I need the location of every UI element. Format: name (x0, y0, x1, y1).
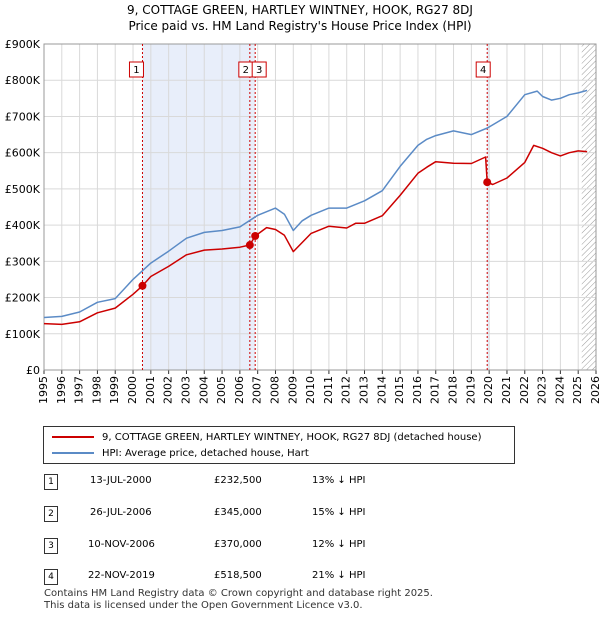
sale-hpi-diff: 21% ↓ HPI (312, 570, 366, 581)
sale-price: £370,000 (214, 539, 262, 550)
sale-number: 3 (44, 538, 58, 554)
y-tick-label: £0 (26, 364, 40, 377)
sale-label-frame (475, 61, 491, 78)
sale-price: £345,000 (214, 507, 262, 518)
sale-point (245, 241, 254, 250)
x-tick-label: 2004 (197, 376, 210, 404)
y-tick-label: £700K (5, 110, 41, 123)
legend-label-hpi: HPI: Average price, detached house, Hart (102, 447, 309, 459)
y-tick-label: £400K (5, 219, 41, 232)
legend-item-hpi: HPI: Average price, detached house, Hart (52, 446, 309, 460)
sale-row: 1 13-JUL-2000 £232,500 13% ↓ HPI (0, 474, 600, 494)
chart-subtitle: Price paid vs. HM Land Registry's House … (128, 19, 472, 33)
sale-hpi-diff: 15% ↓ HPI (312, 507, 366, 518)
x-tick-label: 2016 (411, 376, 424, 404)
sale-number: 4 (44, 569, 58, 585)
sale-label-number: 1 (133, 65, 139, 76)
x-tick-label: 2022 (518, 376, 531, 404)
x-tick-label: 2015 (393, 376, 406, 404)
x-tick-label: 2011 (322, 376, 335, 404)
plot-frame (43, 43, 597, 371)
sale-point (251, 231, 260, 240)
x-tick-label: 1995 (37, 376, 50, 404)
sale-price: £232,500 (214, 475, 262, 486)
ownership-shade (487, 44, 489, 370)
sale-label-frame (128, 61, 144, 78)
x-tick-label: 2005 (215, 376, 228, 404)
chart-legend: 9, COTTAGE GREEN, HARTLEY WINTNEY, HOOK,… (43, 426, 515, 464)
y-tick-label: £600K (5, 147, 41, 160)
x-tick-label: 2013 (358, 376, 371, 404)
x-tick-label: 2025 (571, 376, 584, 404)
x-tick-label: 1996 (55, 376, 68, 404)
y-tick-label: £500K (5, 183, 41, 196)
x-tick-label: 2001 (144, 376, 157, 404)
hpi-series-line (43, 89, 588, 319)
x-tick-label: 2018 (447, 376, 460, 404)
x-tick-label: 2003 (179, 376, 192, 404)
chart-title: 9, COTTAGE GREEN, HARTLEY WINTNEY, HOOK,… (127, 3, 473, 17)
sale-date: 22-NOV-2019 (88, 570, 155, 581)
y-tick-label: £100K (5, 328, 41, 341)
legend-swatch-hpi (52, 452, 94, 454)
sale-date: 26-JUL-2006 (90, 507, 152, 518)
x-tick-label: 1998 (90, 376, 103, 404)
x-tick-label: 2020 (482, 376, 495, 404)
x-tick-label: 1997 (73, 376, 86, 404)
y-tick-label: £200K (5, 292, 41, 305)
forecast-hatch (581, 44, 596, 370)
sale-date: 10-NOV-2006 (88, 539, 155, 550)
x-tick-label: 2014 (375, 376, 388, 404)
sale-label-box: 4 (475, 61, 491, 78)
x-tick-label: 2019 (464, 376, 477, 404)
footer-line-2: This data is licensed under the Open Gov… (44, 600, 363, 611)
sale-label-number: 4 (480, 65, 486, 76)
ownership-shade (142, 44, 256, 370)
x-tick-label: 1999 (108, 376, 121, 404)
y-tick-label: £300K (5, 255, 41, 268)
x-tick-label: 2007 (251, 376, 264, 404)
sale-number: 2 (44, 506, 58, 522)
sale-date: 13-JUL-2000 (90, 475, 152, 486)
sale-label-box: 3 (251, 61, 267, 78)
x-tick-label: 2000 (126, 376, 139, 404)
x-tick-label: 2010 (304, 376, 317, 404)
sale-label-number: 3 (256, 65, 262, 76)
x-tick-label: 2021 (500, 376, 513, 404)
y-tick-label: £800K (5, 74, 41, 87)
sale-price: £518,500 (214, 570, 262, 581)
x-tick-label: 2002 (162, 376, 175, 404)
sale-point (138, 281, 147, 290)
plot-area (44, 44, 596, 370)
sale-row: 4 22-NOV-2019 £518,500 21% ↓ HPI (0, 569, 600, 589)
sale-label-frame (251, 61, 267, 78)
sale-hpi-diff: 13% ↓ HPI (312, 475, 366, 486)
sale-point (483, 178, 492, 187)
sale-number: 1 (44, 474, 58, 490)
x-tick-label: 2017 (429, 376, 442, 404)
sale-hpi-diff: 12% ↓ HPI (312, 539, 366, 550)
legend-item-price: 9, COTTAGE GREEN, HARTLEY WINTNEY, HOOK,… (52, 430, 481, 444)
sale-row: 2 26-JUL-2006 £345,000 15% ↓ HPI (0, 506, 600, 526)
x-tick-label: 2008 (268, 376, 281, 404)
footer-line-1: Contains HM Land Registry data © Crown c… (44, 588, 433, 599)
legend-swatch-price (52, 436, 94, 438)
x-tick-label: 2006 (233, 376, 246, 404)
sale-label-box: 2 (238, 61, 254, 78)
x-tick-label: 2012 (340, 376, 353, 404)
x-tick-label: 2009 (286, 376, 299, 404)
y-tick-label: £900K (5, 38, 41, 51)
legend-label-price: 9, COTTAGE GREEN, HARTLEY WINTNEY, HOOK,… (102, 431, 482, 443)
x-tick-label: 2024 (553, 376, 566, 404)
x-tick-label: 2026 (589, 376, 600, 404)
footer-attribution: Contains HM Land Registry data © Crown c… (44, 588, 433, 612)
x-tick-label: 2023 (536, 376, 549, 404)
price-chart: £0 £100K £200K £300K £400K £500K £600K £700K £80… (5, 38, 600, 404)
sale-label-box: 1 (128, 61, 144, 78)
price-series-line (43, 144, 588, 326)
sale-label-number: 2 (243, 65, 249, 76)
sale-row: 3 10-NOV-2006 £370,000 12% ↓ HPI (0, 538, 600, 558)
